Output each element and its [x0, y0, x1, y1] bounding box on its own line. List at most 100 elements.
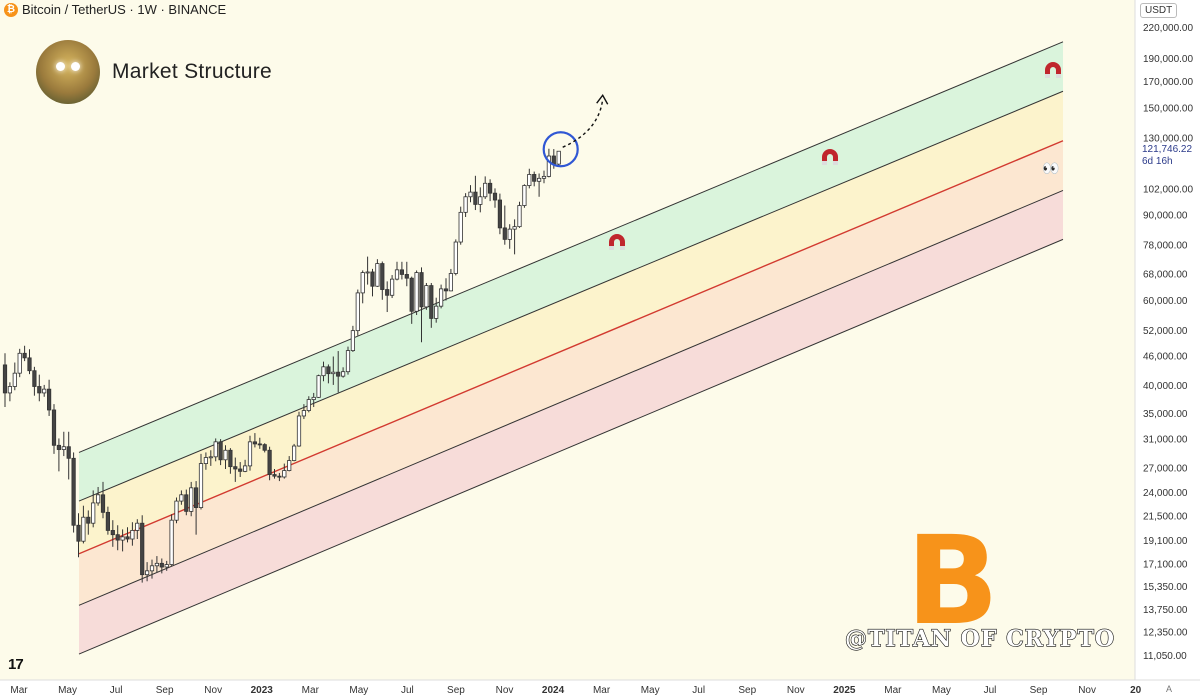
candle[interactable]	[483, 176, 488, 199]
candle[interactable]	[71, 452, 76, 533]
candle[interactable]	[174, 497, 179, 524]
candle[interactable]	[345, 346, 351, 375]
candle[interactable]	[115, 525, 120, 551]
candle[interactable]	[159, 558, 164, 574]
candle[interactable]	[56, 438, 62, 472]
candle[interactable]	[51, 404, 57, 454]
candle[interactable]	[100, 481, 106, 519]
candle[interactable]	[218, 439, 223, 466]
candle[interactable]	[262, 443, 267, 453]
candle[interactable]	[537, 173, 542, 197]
candle[interactable]	[331, 356, 336, 385]
candle[interactable]	[213, 438, 218, 462]
candle[interactable]	[409, 276, 414, 324]
candle[interactable]	[96, 486, 101, 506]
currency-selector[interactable]: USDT	[1140, 3, 1178, 18]
candle[interactable]	[527, 168, 532, 189]
candle[interactable]	[468, 185, 473, 203]
candle[interactable]	[267, 446, 272, 481]
candle[interactable]	[32, 366, 37, 396]
candle[interactable]	[86, 510, 91, 535]
candle[interactable]	[404, 261, 409, 287]
candle[interactable]	[556, 150, 561, 166]
candle[interactable]	[42, 384, 47, 397]
candle[interactable]	[438, 284, 444, 309]
candle[interactable]	[179, 490, 184, 505]
candle[interactable]	[429, 282, 434, 328]
candle[interactable]	[336, 351, 341, 393]
candle[interactable]	[507, 224, 512, 249]
candle[interactable]	[130, 522, 135, 546]
candle[interactable]	[399, 261, 405, 280]
candle[interactable]	[355, 289, 360, 336]
candle[interactable]	[478, 187, 483, 213]
candle[interactable]	[414, 270, 419, 316]
candle[interactable]	[242, 459, 248, 473]
candle[interactable]	[2, 353, 8, 408]
candle[interactable]	[61, 431, 66, 457]
candle[interactable]	[316, 374, 321, 398]
candle[interactable]	[497, 193, 503, 235]
candle[interactable]	[37, 374, 42, 402]
candle[interactable]	[296, 411, 302, 447]
candle[interactable]	[340, 367, 346, 378]
candle[interactable]	[272, 468, 277, 479]
candle[interactable]	[389, 275, 395, 299]
candle[interactable]	[198, 453, 204, 510]
candle[interactable]	[453, 239, 458, 276]
candle[interactable]	[434, 297, 439, 323]
candle[interactable]	[291, 443, 297, 462]
candle[interactable]	[233, 457, 238, 482]
tradingview-logo[interactable]: 17	[8, 656, 24, 673]
candle[interactable]	[193, 481, 199, 535]
candle[interactable]	[448, 268, 454, 292]
candle[interactable]	[380, 261, 385, 300]
candle[interactable]	[512, 219, 517, 255]
candle[interactable]	[321, 361, 326, 382]
candle[interactable]	[502, 205, 507, 245]
candle[interactable]	[247, 435, 253, 471]
candle[interactable]	[154, 556, 159, 573]
candle[interactable]	[287, 456, 292, 472]
candle[interactable]	[492, 188, 498, 208]
candle[interactable]	[208, 450, 213, 466]
candle[interactable]	[12, 362, 17, 391]
candle[interactable]	[394, 261, 400, 281]
candle[interactable]	[458, 206, 463, 245]
candle[interactable]	[257, 437, 262, 449]
candle[interactable]	[203, 452, 208, 470]
candle[interactable]	[76, 513, 81, 558]
candle[interactable]	[140, 515, 145, 583]
candle[interactable]	[517, 201, 522, 228]
candle[interactable]	[326, 364, 331, 384]
candle[interactable]	[47, 379, 52, 416]
candle[interactable]	[532, 171, 537, 187]
candle[interactable]	[301, 404, 307, 420]
candle[interactable]	[385, 281, 390, 313]
candle[interactable]	[135, 519, 140, 540]
candle[interactable]	[81, 505, 86, 544]
candle[interactable]	[105, 506, 110, 535]
candle[interactable]	[424, 282, 429, 310]
candle[interactable]	[360, 270, 365, 304]
candle[interactable]	[443, 278, 449, 301]
candle[interactable]	[282, 463, 287, 479]
candle[interactable]	[169, 514, 174, 566]
symbol-title[interactable]: Bitcoin / TetherUS · 1W · BINANCE	[22, 2, 227, 17]
candle[interactable]	[184, 489, 189, 516]
candle[interactable]	[120, 529, 125, 552]
candle[interactable]	[17, 348, 22, 378]
candle[interactable]	[306, 396, 311, 413]
candle[interactable]	[546, 148, 552, 178]
candle[interactable]	[463, 193, 468, 218]
auto-scale-button[interactable]: A	[1166, 684, 1173, 694]
candle[interactable]	[189, 481, 194, 517]
candle[interactable]	[125, 527, 130, 543]
candle[interactable]	[66, 431, 71, 480]
candle[interactable]	[164, 560, 169, 571]
candle[interactable]	[541, 170, 547, 184]
candle[interactable]	[144, 562, 150, 582]
candle[interactable]	[149, 559, 155, 579]
candle[interactable]	[487, 179, 493, 202]
candle[interactable]	[277, 472, 282, 482]
